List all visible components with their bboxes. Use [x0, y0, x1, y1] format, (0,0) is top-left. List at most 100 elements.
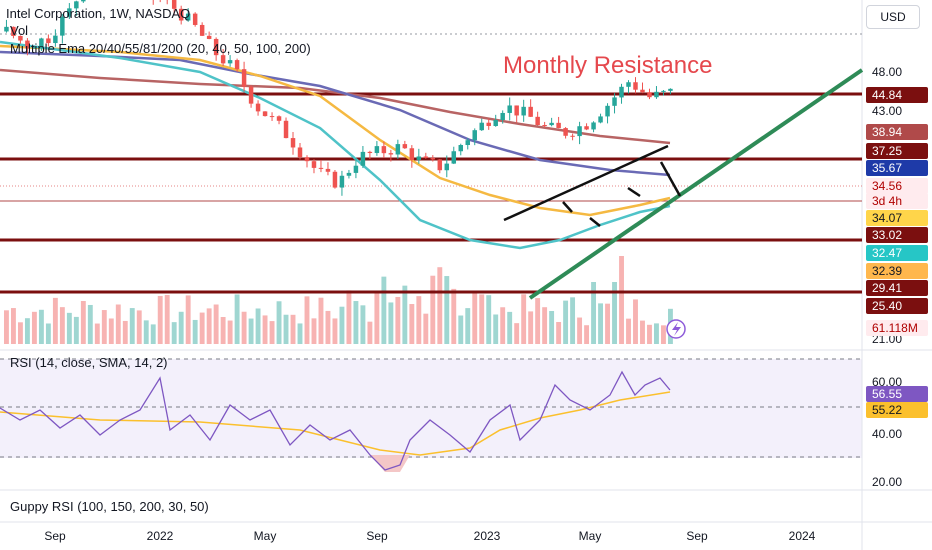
volume-bar [31, 311, 37, 344]
price-tick-43.00: 43.00 [872, 104, 902, 118]
candle-body [444, 163, 450, 171]
candle-body [46, 38, 51, 44]
price-label: 25.40 [872, 299, 902, 313]
time-tick-May: May [254, 529, 277, 543]
symbol-title[interactable]: Intel Corporation, 1W, NASDAQ [6, 6, 191, 21]
candle-body [360, 151, 366, 166]
volume-bar [318, 297, 324, 344]
volume-bar [4, 310, 9, 344]
volume-bar [598, 303, 603, 344]
candle-body [290, 138, 296, 148]
volume-bar [360, 305, 366, 344]
price-label: 37.25 [872, 144, 902, 158]
volume-bar [234, 294, 240, 344]
volume-bar [528, 311, 534, 344]
candle-body [493, 119, 498, 126]
volume-bar [507, 311, 513, 344]
volume-bar [52, 297, 58, 344]
volume-bar [367, 321, 373, 344]
currency-button[interactable]: USD [866, 5, 920, 29]
candle-body [367, 151, 373, 154]
volume-legend[interactable]: Vol [10, 23, 29, 38]
candle-body [402, 144, 408, 149]
volume-bar [402, 285, 408, 344]
volume-bar [605, 303, 610, 344]
candle-body [178, 8, 184, 21]
candle-body [74, 1, 79, 9]
price-label-bg [866, 87, 928, 103]
volume-bar [430, 275, 436, 344]
volume-bar [24, 318, 30, 344]
rsi-line [0, 370, 671, 471]
volume-bar [38, 309, 44, 344]
volume-bar [150, 324, 156, 344]
price-label-bg [866, 280, 928, 296]
candle-body [430, 158, 436, 160]
volume-bar [437, 267, 443, 344]
volume-bar [374, 292, 380, 344]
candle-body [199, 24, 205, 36]
volume-bar [535, 298, 541, 344]
volume-bar [584, 325, 590, 344]
volume-bar [458, 315, 464, 344]
volume-bar [87, 304, 93, 344]
candle-body [570, 135, 575, 137]
rsi-tick-60.00: 60.00 [872, 375, 902, 389]
volume-bar [108, 318, 114, 344]
candle-body [395, 144, 401, 155]
volume-bar [619, 256, 624, 344]
volume-bar [339, 306, 345, 344]
candle-body [591, 122, 596, 130]
volume-bar [192, 319, 198, 344]
volume-bar [661, 325, 666, 344]
volume-bar [325, 310, 331, 344]
candle-body [311, 161, 317, 168]
candle-body [458, 145, 463, 152]
wave-marks [562, 161, 682, 227]
candle-body [25, 40, 30, 49]
volume-bar [80, 300, 86, 344]
price-label-bg [866, 193, 928, 209]
price-label-bg [866, 320, 928, 336]
ema-legend[interactable]: Multiple Ema 20/40/55/81/200 (20, 40, 50… [10, 41, 311, 56]
candle-body [668, 88, 673, 91]
candle-body [241, 69, 247, 87]
volume-bar [395, 296, 401, 344]
volume-bar [409, 304, 415, 344]
candle-body [185, 13, 191, 21]
volume-bar [213, 304, 219, 344]
time-tick-Sep: Sep [366, 529, 388, 543]
rsi-legend[interactable]: RSI (14, close, SMA, 14, 2) [10, 355, 168, 370]
rsi-oversold-fill [370, 455, 410, 472]
volume-bar [178, 311, 184, 344]
volume-bar [381, 276, 387, 344]
guppy-rsi-legend[interactable]: Guppy RSI (100, 150, 200, 30, 50) [10, 499, 209, 514]
candle-body [598, 116, 603, 123]
price-label-bg [866, 298, 928, 314]
price-label-bg [866, 178, 928, 194]
candle-body [563, 128, 568, 136]
candle-body [332, 171, 338, 188]
candle-body [451, 151, 457, 164]
candle-body [339, 175, 345, 188]
volume-bar [136, 310, 142, 344]
volume-bar [255, 308, 261, 344]
volume-bar [73, 316, 79, 344]
channel-top-line [503, 144, 669, 222]
volume-bar [45, 323, 51, 344]
price-label-bg [866, 227, 928, 243]
volume-bar [633, 299, 638, 344]
price-label: 38.94 [872, 125, 902, 139]
candle-body [262, 111, 268, 117]
volume-bar [241, 311, 247, 344]
candle-body [465, 140, 470, 146]
candle-body [32, 47, 37, 49]
time-tick-2023: 2023 [474, 529, 501, 543]
candle-body [437, 159, 443, 171]
candle-body [507, 105, 512, 113]
candle-body [39, 38, 44, 48]
volume-bar [276, 301, 282, 344]
volume-bar [451, 288, 457, 344]
candle-body [654, 91, 659, 98]
